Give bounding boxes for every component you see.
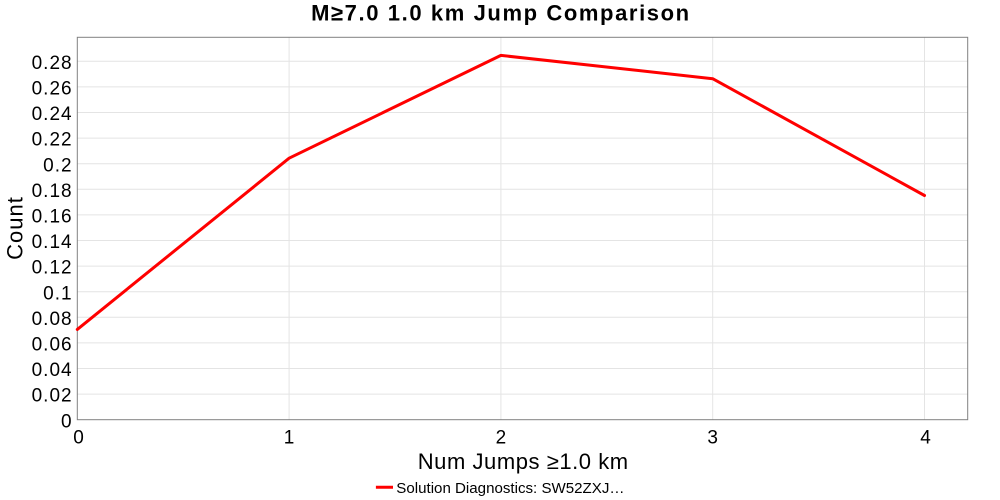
svg-text:0.06: 0.06	[32, 335, 73, 356]
svg-text:0.2: 0.2	[43, 155, 72, 176]
svg-text:M≥7.0 1.0 km Jump Comparison: M≥7.0 1.0 km Jump Comparison	[311, 1, 691, 26]
svg-text:1: 1	[284, 427, 295, 448]
svg-text:0.26: 0.26	[32, 79, 73, 100]
svg-text:0: 0	[73, 427, 84, 448]
svg-text:Count: Count	[3, 196, 28, 260]
svg-text:0.1: 0.1	[43, 283, 72, 304]
svg-text:0: 0	[61, 411, 73, 432]
svg-text:0.02: 0.02	[32, 386, 73, 407]
svg-text:Solution Diagnostics: SW52ZXJ…: Solution Diagnostics: SW52ZXJ…	[396, 480, 624, 497]
svg-text:0.24: 0.24	[32, 104, 73, 125]
svg-text:0.28: 0.28	[32, 53, 73, 74]
svg-text:0.12: 0.12	[32, 258, 73, 279]
svg-text:Num Jumps ≥1.0 km: Num Jumps ≥1.0 km	[418, 449, 629, 474]
svg-text:0.18: 0.18	[32, 181, 73, 202]
svg-text:0.14: 0.14	[32, 232, 73, 253]
svg-text:3: 3	[707, 427, 718, 448]
svg-text:0.08: 0.08	[32, 309, 73, 330]
svg-text:0.16: 0.16	[32, 207, 73, 228]
svg-text:2: 2	[496, 427, 507, 448]
svg-text:4: 4	[920, 427, 931, 448]
svg-text:0.04: 0.04	[32, 360, 73, 381]
svg-text:0.22: 0.22	[32, 130, 73, 151]
